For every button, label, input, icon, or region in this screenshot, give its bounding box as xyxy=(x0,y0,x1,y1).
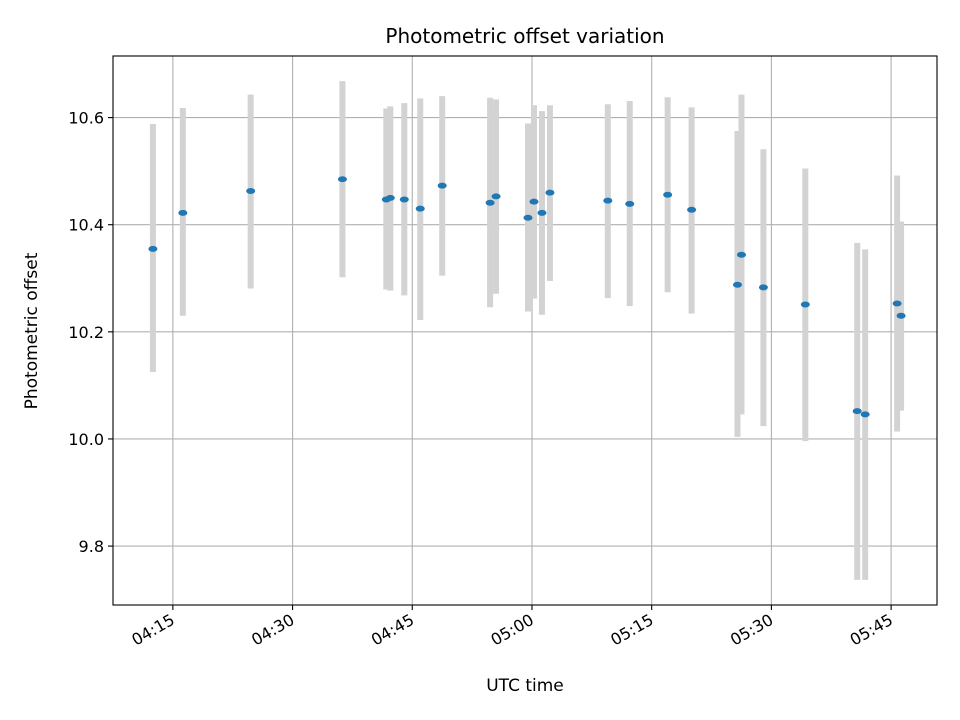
data-point xyxy=(537,209,547,216)
data-point xyxy=(545,189,555,196)
data-point xyxy=(892,300,902,307)
data-point xyxy=(246,187,256,194)
data-point xyxy=(736,251,746,258)
y-tick-label: 10.0 xyxy=(68,430,104,449)
data-point xyxy=(178,209,188,216)
y-axis-label: Photometric offset xyxy=(22,252,42,409)
plot-area-frame xyxy=(112,55,938,606)
data-point xyxy=(603,197,613,204)
data-point xyxy=(491,193,501,200)
y-tick-label: 10.6 xyxy=(68,109,104,128)
data-point xyxy=(663,191,673,198)
y-axis-ticks: 9.8 10.0 10.2 10.4 10.6 xyxy=(68,109,113,556)
data-point xyxy=(800,301,810,308)
data-point xyxy=(415,205,425,212)
data-point xyxy=(529,198,539,205)
data-point xyxy=(860,411,870,418)
y-tick-label: 10.2 xyxy=(68,323,104,342)
y-tick-label: 9.8 xyxy=(79,537,104,556)
data-points xyxy=(148,176,906,418)
data-point xyxy=(896,312,906,319)
data-point xyxy=(485,199,495,206)
data-point xyxy=(385,194,395,201)
y-tick-label: 10.4 xyxy=(68,216,104,235)
x-axis-label: UTC time xyxy=(486,676,564,696)
data-point xyxy=(758,284,768,291)
data-point xyxy=(148,245,158,252)
data-point xyxy=(687,206,697,213)
data-point xyxy=(625,200,635,207)
data-point xyxy=(732,281,742,288)
data-point xyxy=(437,182,447,189)
data-point xyxy=(852,408,862,415)
chart-title: Photometric offset variation xyxy=(385,24,664,48)
data-point xyxy=(523,214,533,221)
data-point xyxy=(337,176,347,183)
data-point xyxy=(399,196,409,203)
